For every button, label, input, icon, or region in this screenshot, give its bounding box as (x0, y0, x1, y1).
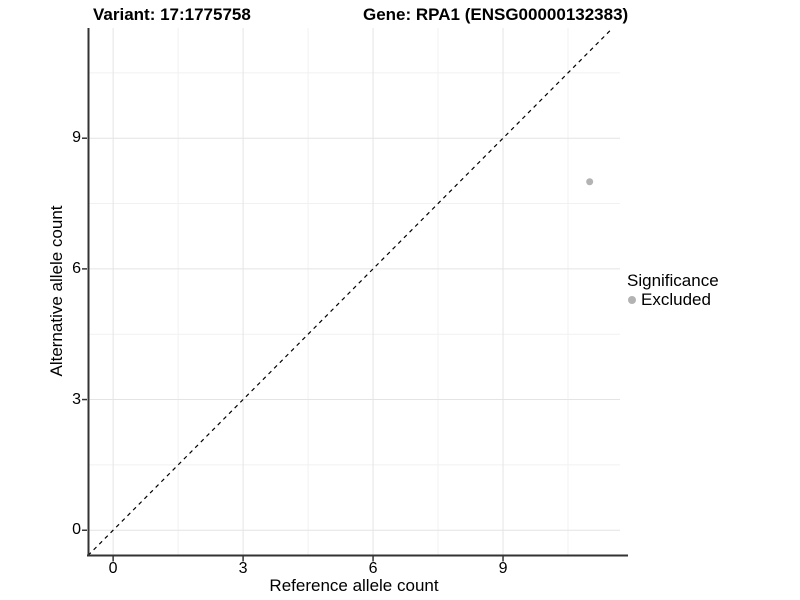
data-point (586, 178, 594, 186)
x-tick-label: 9 (498, 560, 508, 577)
excluded-point-icon (628, 295, 636, 304)
identity-line (87, 27, 614, 556)
y-tick-label: 9 (72, 129, 81, 147)
plot-title-gene: Gene: RPA1 (ENSG00000132383) (363, 5, 629, 24)
legend-item-label: Excluded (641, 290, 711, 309)
x-tick-label: 6 (368, 560, 378, 577)
y-tick-label: 6 (72, 259, 81, 277)
y-tick-label: 0 (72, 521, 81, 539)
y-axis-title: Alternative allele count (47, 205, 66, 377)
x-tick-label: 3 (238, 560, 248, 577)
legend-item-excluded: Excluded (627, 290, 719, 309)
y-tick-label: 3 (72, 390, 81, 408)
plot-title-variant: Variant: 17:1775758 (93, 5, 251, 24)
x-axis-title: Reference allele count (269, 576, 439, 595)
legend: Significance Excluded (627, 271, 719, 309)
legend-title: Significance (627, 271, 719, 290)
x-tick-label: 0 (108, 560, 118, 577)
